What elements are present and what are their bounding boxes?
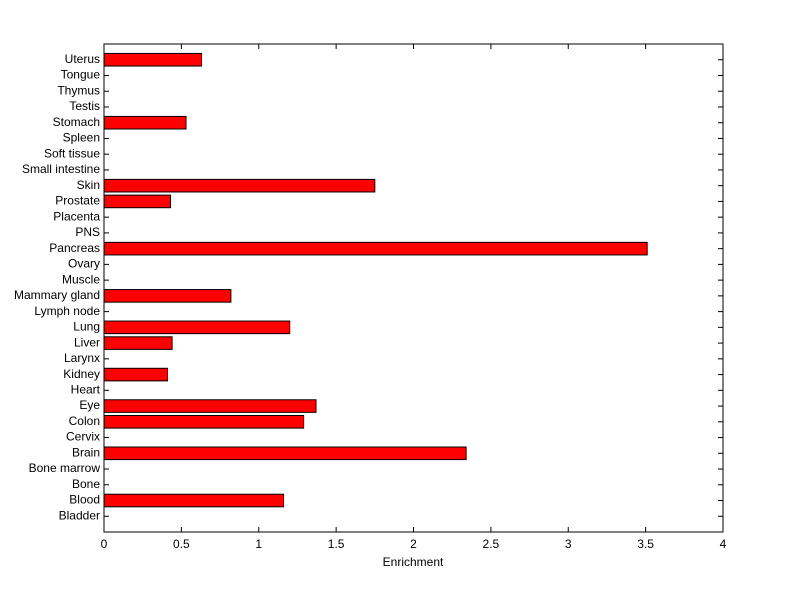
bar	[103, 289, 232, 303]
y-tick-label: Blood	[69, 493, 100, 507]
y-tick-label: PNS	[75, 225, 100, 239]
y-tick-label: Eye	[79, 398, 100, 412]
y-tick-label: Bladder	[59, 508, 100, 522]
bar	[103, 320, 291, 335]
y-tick-label: Kidney	[63, 367, 100, 381]
x-tick-label: 4	[720, 537, 727, 551]
y-tick-label: Ovary	[68, 257, 100, 271]
x-tick-label: 2.5	[483, 537, 500, 551]
y-tick-label: Cervix	[66, 430, 100, 444]
bar	[103, 446, 467, 461]
x-tick-label: 0.5	[173, 537, 190, 551]
x-tick-label: 3.5	[637, 537, 654, 551]
y-tick-label: Small intestine	[22, 162, 100, 176]
y-tick-label: Pancreas	[49, 241, 100, 255]
bar	[103, 194, 172, 209]
x-tick-label: 2	[410, 537, 417, 551]
plot-frame	[103, 43, 724, 533]
x-tick-label: 0	[101, 537, 108, 551]
x-tick-label: 3	[565, 537, 572, 551]
bar	[103, 415, 305, 429]
y-tick-label: Tongue	[61, 68, 101, 82]
y-tick-label: Heart	[71, 382, 101, 396]
y-tick-label: Stomach	[53, 115, 100, 129]
y-tick-label: Bone	[72, 477, 100, 491]
y-tick-label: Placenta	[53, 209, 100, 223]
bar	[103, 115, 187, 130]
bar	[103, 241, 648, 256]
bar	[103, 367, 168, 382]
y-tick-label: Skin	[77, 178, 100, 192]
y-tick-label: Lymph node	[34, 304, 100, 318]
x-tick-label: 1.5	[328, 537, 345, 551]
y-tick-label: Larynx	[64, 351, 100, 365]
y-tick-label: Brain	[72, 445, 100, 459]
bar	[103, 178, 376, 193]
y-tick-label: Thymus	[57, 83, 100, 97]
y-tick-label: Colon	[69, 414, 100, 428]
y-tick-label: Prostate	[55, 194, 100, 208]
bar	[103, 52, 202, 67]
y-tick-label: Muscle	[62, 272, 100, 286]
bar	[103, 399, 317, 413]
bar	[103, 336, 173, 350]
bar	[103, 493, 285, 508]
y-tick-label: Liver	[74, 335, 100, 349]
y-tick-label: Bone marrow	[29, 461, 101, 475]
y-tick-label: Spleen	[63, 131, 100, 145]
y-tick-label: Uterus	[65, 52, 100, 66]
x-tick-label: 1	[255, 537, 262, 551]
y-tick-label: Lung	[73, 320, 100, 334]
y-tick-label: Soft tissue	[44, 146, 100, 160]
x-axis-label: Enrichment	[383, 555, 444, 569]
y-tick-label: Mammary gland	[14, 288, 100, 302]
y-tick-label: Testis	[69, 99, 100, 113]
